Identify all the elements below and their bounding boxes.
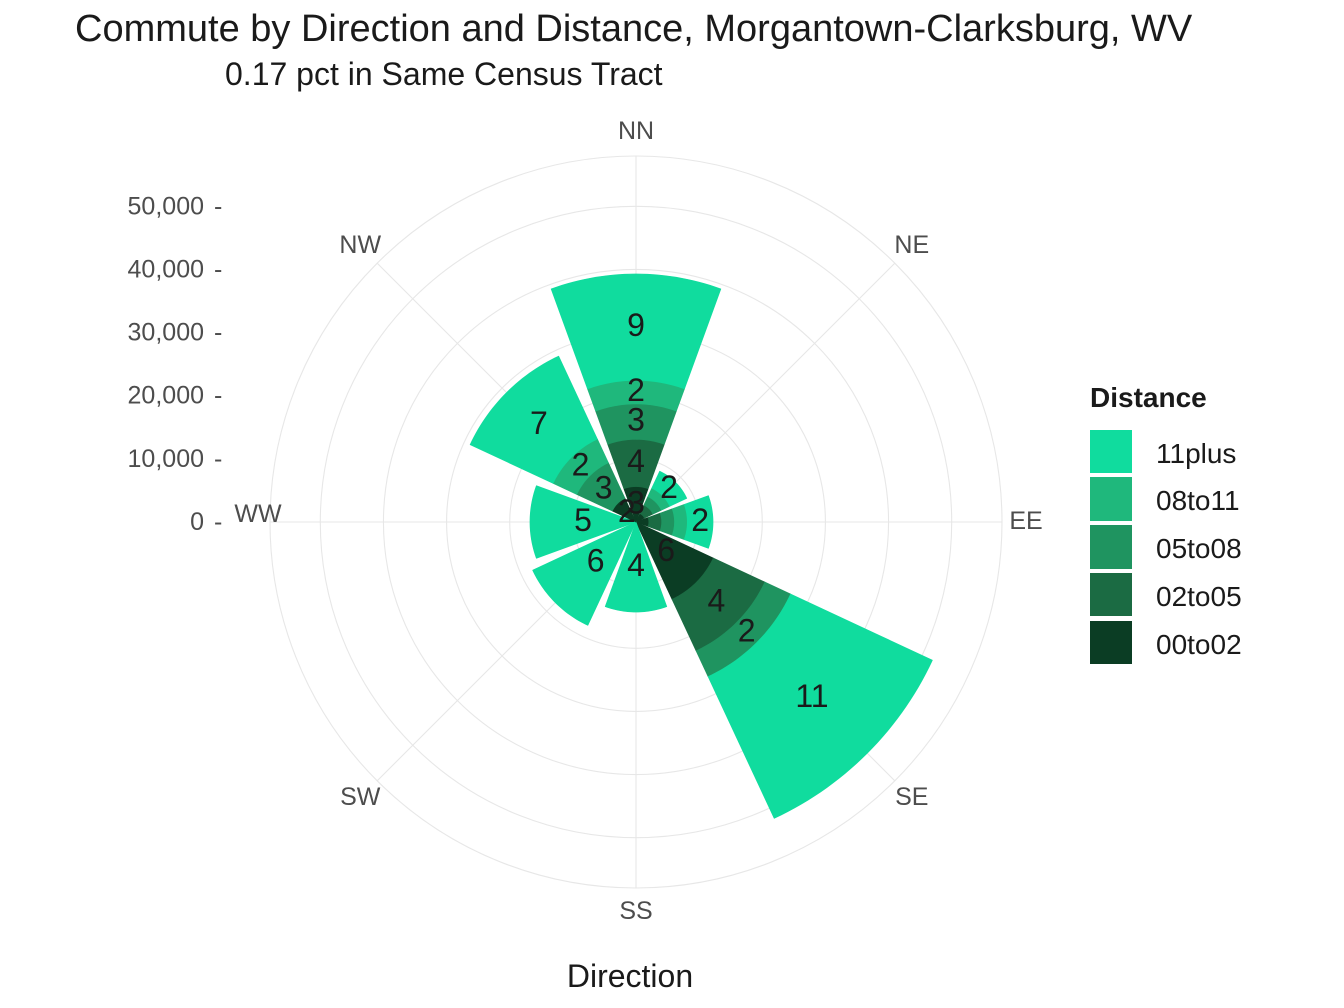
svg-text:-: - bbox=[214, 255, 222, 283]
svg-text:3: 3 bbox=[595, 470, 613, 506]
svg-text:2: 2 bbox=[738, 613, 756, 649]
svg-text:-: - bbox=[214, 445, 222, 473]
svg-text:-: - bbox=[214, 508, 222, 536]
svg-text:11: 11 bbox=[795, 678, 828, 714]
svg-text:4: 4 bbox=[627, 443, 645, 479]
svg-text:2: 2 bbox=[691, 502, 709, 538]
svg-text:4: 4 bbox=[627, 547, 645, 583]
svg-text:-: - bbox=[214, 382, 222, 410]
svg-text:6: 6 bbox=[657, 532, 675, 568]
svg-text:2: 2 bbox=[627, 372, 645, 408]
svg-text:EE: EE bbox=[1009, 507, 1042, 535]
svg-text:2: 2 bbox=[660, 469, 678, 505]
svg-text:7: 7 bbox=[530, 405, 548, 441]
svg-text:0: 0 bbox=[190, 508, 204, 536]
svg-text:10,000: 10,000 bbox=[128, 445, 204, 473]
svg-text:SE: SE bbox=[895, 783, 928, 811]
svg-text:50,000: 50,000 bbox=[128, 192, 204, 220]
svg-text:SS: SS bbox=[619, 897, 652, 925]
svg-text:5: 5 bbox=[574, 502, 592, 538]
svg-text:40,000: 40,000 bbox=[128, 255, 204, 283]
svg-text:SW: SW bbox=[340, 783, 381, 811]
svg-text:2: 2 bbox=[618, 493, 636, 529]
svg-text:9: 9 bbox=[627, 307, 645, 343]
svg-text:30,000: 30,000 bbox=[128, 319, 204, 347]
svg-text:NN: NN bbox=[618, 117, 654, 145]
svg-text:4: 4 bbox=[708, 582, 726, 618]
svg-text:20,000: 20,000 bbox=[128, 382, 204, 410]
svg-text:WW: WW bbox=[234, 500, 282, 528]
svg-text:-: - bbox=[214, 319, 222, 347]
svg-text:-: - bbox=[214, 192, 222, 220]
svg-text:6: 6 bbox=[587, 542, 605, 578]
svg-text:2: 2 bbox=[572, 447, 590, 483]
svg-text:NW: NW bbox=[339, 231, 381, 259]
svg-text:NE: NE bbox=[894, 231, 929, 259]
